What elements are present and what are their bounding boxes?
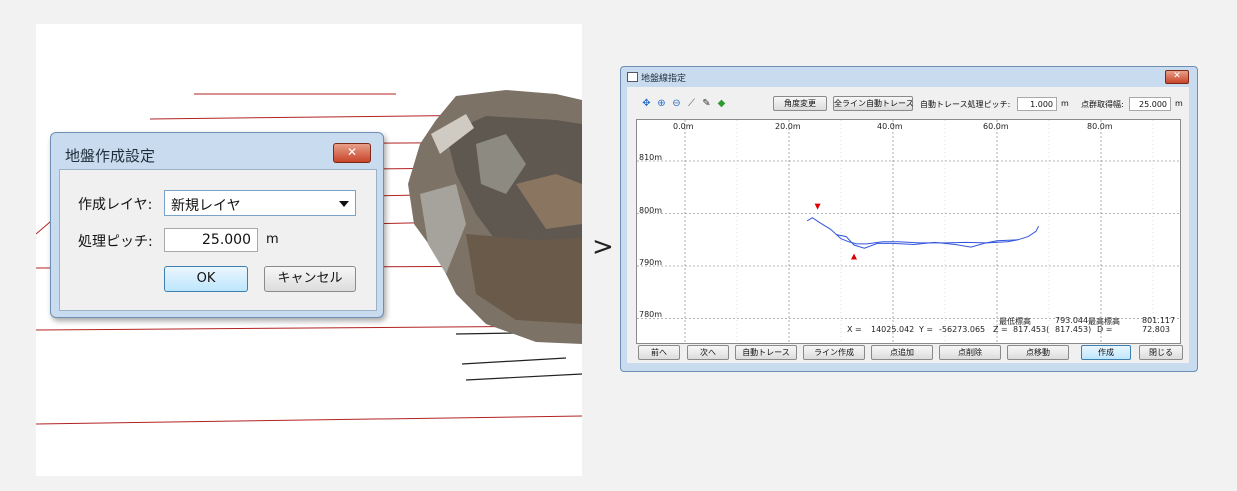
x-readout-value: 14025.042	[871, 325, 915, 334]
x-tick-label: 60.0m	[983, 122, 1009, 131]
ground-line	[465, 373, 582, 381]
point-width-input[interactable]: 25.000	[1129, 97, 1171, 111]
edit-icon[interactable]: ✎	[702, 98, 711, 109]
move-point-button[interactable]: 点移動	[1007, 345, 1069, 360]
x-tick-label: 20.0m	[775, 122, 801, 131]
trace-pitch-unit: m	[1061, 99, 1069, 108]
auto-trace-all-button[interactable]: 全ライン自動トレース	[833, 96, 914, 111]
point-cloud-scene	[36, 90, 582, 425]
end-marker	[851, 253, 857, 260]
min-elevation-value: 793.044	[1055, 316, 1089, 325]
point-cloud-mass	[408, 90, 582, 344]
window-icon	[627, 72, 638, 82]
ok-button[interactable]: OK	[164, 266, 248, 292]
y-tick-label: 800m	[639, 206, 663, 215]
pitch-unit: m	[266, 232, 279, 247]
ground-settings-dialog: 地盤作成設定 ✕ 作成レイヤ: 新規レイヤ 処理ピッチ: 25.000 m OK…	[50, 132, 384, 318]
d-readout-label: D =	[1097, 325, 1113, 334]
zoom-out-icon[interactable]: ⊖	[672, 98, 681, 109]
line-create-button[interactable]: ライン作成	[803, 345, 865, 360]
max-elevation-value: 801.117	[1142, 316, 1176, 325]
y-readout-value: -56273.065	[939, 325, 986, 334]
x-tick-label: 80.0m	[1087, 122, 1113, 131]
y-readout-label: Y =	[919, 325, 934, 334]
layer-label: 作成レイヤ:	[78, 197, 153, 213]
profile-svg	[637, 120, 1180, 343]
zoom-in-icon[interactable]: ⊕	[657, 98, 666, 109]
fit-view-icon[interactable]: ✥	[642, 98, 651, 109]
close-button[interactable]: ✕	[333, 143, 371, 163]
delete-point-button[interactable]: 点削除	[939, 345, 1001, 360]
window-title: 地盤線指定	[641, 74, 687, 84]
layer-select-value: 新規レイヤ	[171, 198, 241, 214]
start-marker	[814, 203, 821, 210]
ground-line-window: 地盤線指定 ✕ ✥ ⊕ ⊖ ⟋ ✎ ◆ 角度変更 全ライン自動トレース 自動トレ…	[620, 66, 1198, 372]
dialog-body: 作成レイヤ: 新規レイヤ 処理ピッチ: 25.000 m OK キャンセル	[59, 169, 377, 311]
dialog-title: 地盤作成設定	[65, 147, 156, 165]
min-elevation-label: 最低標高	[999, 317, 1031, 326]
window-client: ✥ ⊕ ⊖ ⟋ ✎ ◆ 角度変更 全ライン自動トレース 自動トレース処理ピッチ:…	[627, 87, 1189, 363]
close-window-button[interactable]: 閉じる	[1139, 345, 1183, 360]
ground-line	[461, 357, 567, 365]
auto-trace-button[interactable]: 自動トレース	[735, 345, 797, 360]
point-cloud-view: 地盤作成設定 ✕ 作成レイヤ: 新規レイヤ 処理ピッチ: 25.000 m OK…	[36, 24, 582, 476]
cancel-button[interactable]: キャンセル	[264, 266, 356, 292]
max-elevation-label: 最高標高	[1088, 317, 1120, 326]
angle-change-button[interactable]: 角度変更	[773, 96, 827, 111]
section-line	[36, 325, 582, 331]
next-button[interactable]: 次へ	[687, 345, 729, 360]
y-tick-label: 810m	[639, 153, 663, 162]
trace-pitch-input[interactable]: 1.000	[1017, 97, 1057, 111]
flow-arrow: >	[592, 232, 614, 262]
trace-profile-line	[835, 234, 1018, 249]
layer-select[interactable]: 新規レイヤ	[164, 190, 356, 216]
add-point-button[interactable]: 点追加	[871, 345, 933, 360]
chevron-down-icon	[339, 201, 349, 207]
y-tick-label: 790m	[639, 258, 663, 267]
x-readout-label: X =	[847, 325, 862, 334]
pitch-label: 処理ピッチ:	[78, 234, 153, 250]
x-tick-label: 40.0m	[877, 122, 903, 131]
z-readout-value-2: 817.453)	[1055, 325, 1092, 334]
prev-button[interactable]: 前へ	[638, 345, 680, 360]
profile-plot[interactable]: 0.0m 20.0m 40.0m 60.0m 80.0m 810m 800m 7…	[636, 119, 1181, 344]
x-tick-label: 0.0m	[673, 122, 694, 131]
y-tick-label: 780m	[639, 310, 663, 319]
layer-icon[interactable]: ◆	[717, 98, 726, 109]
trace-pitch-label: 自動トレース処理ピッチ:	[920, 100, 1011, 109]
point-width-label: 点群取得幅:	[1081, 100, 1124, 109]
z-readout-label: Z =	[993, 325, 1008, 334]
section-line	[36, 415, 582, 425]
z-readout-value: 817.453(	[1013, 325, 1050, 334]
d-readout-value: 72.803	[1142, 325, 1170, 334]
close-button[interactable]: ✕	[1165, 70, 1189, 84]
pitch-input[interactable]: 25.000	[164, 228, 258, 252]
create-button[interactable]: 作成	[1081, 345, 1131, 360]
measure-icon[interactable]: ⟋	[688, 98, 695, 109]
point-width-unit: m	[1175, 99, 1183, 108]
